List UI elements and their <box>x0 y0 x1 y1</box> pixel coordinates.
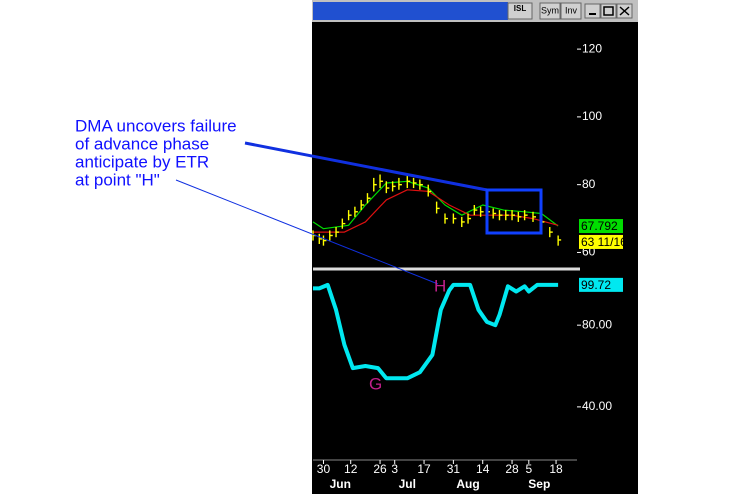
month-label: Jun <box>330 477 351 491</box>
last-value-label: 67.792 <box>581 219 618 233</box>
y-tick-label: 40.00 <box>582 399 612 413</box>
title-strip <box>313 2 508 20</box>
x-tick-label: 26 <box>373 462 387 476</box>
y-tick-label: 80 <box>582 177 596 191</box>
toolbar-label: ISL <box>514 4 527 13</box>
annotation-text: at point "H" <box>75 170 160 189</box>
indicator-line <box>313 282 559 381</box>
last-value-box <box>579 234 623 249</box>
chart-area <box>312 22 638 494</box>
month-label: Jul <box>399 477 416 491</box>
x-tick-label: 31 <box>447 462 461 476</box>
y-tick-label: 100 <box>582 109 602 123</box>
annotation-text: anticipate by ETR <box>75 152 209 171</box>
last-value-label: 63 11/16 <box>581 235 627 249</box>
y-tick-label: 80.00 <box>582 317 612 331</box>
x-tick-label: 30 <box>317 462 331 476</box>
annotations: DMA uncovers failure of advance phase an… <box>75 116 543 393</box>
point-label: H <box>434 276 446 295</box>
toolbar-button[interactable] <box>507 2 533 20</box>
x-tick-label: 12 <box>344 462 358 476</box>
highlight-box <box>485 188 543 235</box>
maximize-icon <box>603 6 614 16</box>
moving-average-line <box>313 189 559 233</box>
close-icon <box>619 6 630 16</box>
toolbar-label: Inv <box>565 5 578 15</box>
y-tick-label: 120 <box>582 41 602 55</box>
month-label: Sep <box>528 477 550 491</box>
annotation-text: of advance phase <box>75 134 209 153</box>
x-tick-label: 14 <box>476 462 490 476</box>
last-value-box <box>579 277 623 292</box>
pointer-line <box>175 179 439 285</box>
x-tick-label: 18 <box>549 462 563 476</box>
toolbar-label: Sym <box>541 5 559 15</box>
arrow-line <box>244 141 488 192</box>
x-tick-label: 5 <box>525 462 532 476</box>
x-tick-label: 28 <box>505 462 519 476</box>
last-value-box <box>579 219 623 234</box>
toolbar-button[interactable] <box>539 2 561 20</box>
minimize-button[interactable] <box>584 3 601 19</box>
last-value-label: 99.72 <box>581 278 611 292</box>
x-tick-label: 17 <box>417 462 431 476</box>
point-label: G <box>369 374 382 393</box>
x-tick-label: 3 <box>391 462 398 476</box>
month-label: Aug <box>456 477 479 491</box>
annotation-text: DMA uncovers failure <box>75 116 237 135</box>
toolbar-button[interactable] <box>560 2 582 20</box>
